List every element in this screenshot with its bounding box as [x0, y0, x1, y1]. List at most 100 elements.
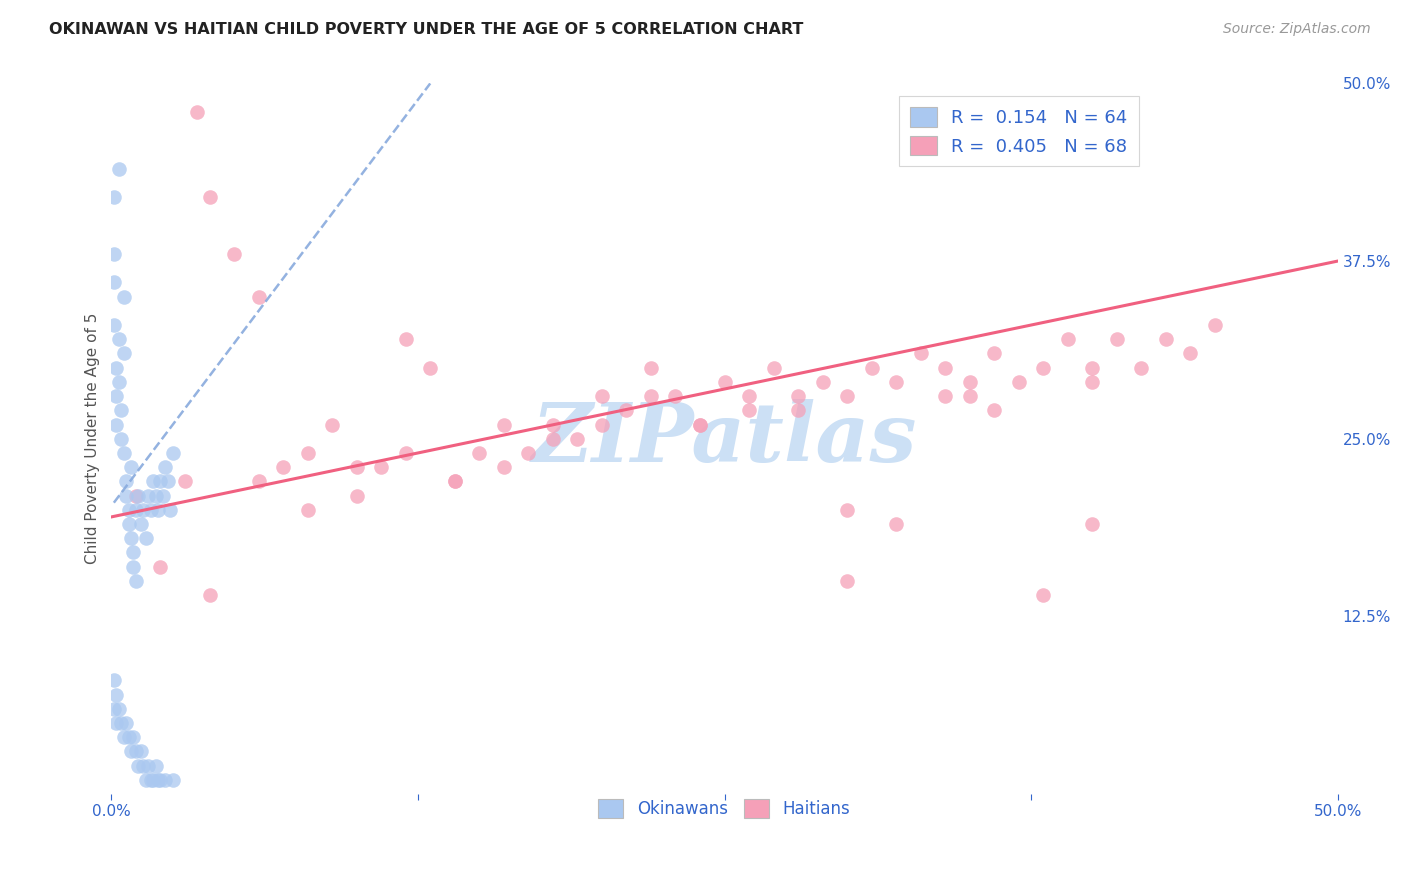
Point: [419, 360, 441, 375]
Point: [297, 503, 319, 517]
Point: [1008, 375, 1031, 389]
Point: [1130, 360, 1153, 375]
Point: [125, 503, 148, 517]
Point: [689, 417, 711, 432]
Point: [884, 375, 907, 389]
Point: [664, 389, 686, 403]
Point: [222, 247, 245, 261]
Point: [136, 489, 159, 503]
Point: [132, 758, 155, 772]
Point: [125, 489, 148, 503]
Point: [162, 446, 184, 460]
Point: [139, 772, 162, 787]
Point: [468, 446, 491, 460]
Point: [492, 460, 515, 475]
Point: [370, 460, 392, 475]
Point: [103, 190, 125, 204]
Point: [689, 417, 711, 432]
Point: [103, 702, 125, 716]
Point: [591, 417, 613, 432]
Point: [1032, 360, 1054, 375]
Point: [517, 446, 540, 460]
Point: [811, 375, 834, 389]
Point: [640, 360, 662, 375]
Point: [135, 531, 157, 545]
Point: [155, 772, 177, 787]
Point: [1105, 332, 1128, 346]
Point: [247, 290, 270, 304]
Point: [107, 332, 129, 346]
Point: [156, 475, 179, 489]
Point: [837, 389, 859, 403]
Point: [159, 503, 181, 517]
Point: [1081, 516, 1104, 531]
Point: [959, 375, 981, 389]
Point: [297, 446, 319, 460]
Point: [787, 403, 810, 417]
Point: [346, 489, 368, 503]
Point: [738, 403, 761, 417]
Point: [127, 489, 149, 503]
Point: [174, 475, 197, 489]
Point: [149, 559, 172, 574]
Point: [983, 346, 1005, 360]
Point: [443, 475, 465, 489]
Point: [146, 503, 169, 517]
Point: [837, 503, 859, 517]
Y-axis label: Child Poverty Under the Age of 5: Child Poverty Under the Age of 5: [86, 313, 100, 565]
Point: [152, 489, 174, 503]
Point: [713, 375, 735, 389]
Point: [129, 516, 152, 531]
Point: [762, 360, 785, 375]
Point: [162, 772, 184, 787]
Point: [567, 432, 589, 446]
Point: [105, 389, 128, 403]
Point: [787, 389, 810, 403]
Point: [198, 588, 221, 602]
Point: [1154, 332, 1177, 346]
Point: [125, 574, 148, 588]
Point: [395, 446, 418, 460]
Point: [492, 417, 515, 432]
Point: [110, 716, 132, 731]
Point: [1081, 375, 1104, 389]
Point: [112, 346, 135, 360]
Point: [146, 772, 169, 787]
Point: [117, 730, 139, 744]
Point: [884, 516, 907, 531]
Point: [125, 744, 148, 758]
Point: [247, 475, 270, 489]
Point: [738, 389, 761, 403]
Point: [983, 403, 1005, 417]
Text: OKINAWAN VS HAITIAN CHILD POVERTY UNDER THE AGE OF 5 CORRELATION CHART: OKINAWAN VS HAITIAN CHILD POVERTY UNDER …: [49, 22, 804, 37]
Point: [105, 688, 128, 702]
Point: [105, 417, 128, 432]
Point: [149, 475, 172, 489]
Point: [115, 716, 138, 731]
Point: [591, 389, 613, 403]
Point: [107, 702, 129, 716]
Point: [110, 403, 132, 417]
Point: [107, 161, 129, 176]
Point: [129, 744, 152, 758]
Point: [149, 772, 172, 787]
Point: [110, 432, 132, 446]
Point: [115, 475, 138, 489]
Point: [142, 475, 165, 489]
Point: [142, 772, 165, 787]
Point: [120, 531, 142, 545]
Point: [541, 417, 564, 432]
Point: [103, 318, 125, 332]
Point: [959, 389, 981, 403]
Point: [112, 730, 135, 744]
Point: [395, 332, 418, 346]
Point: [117, 516, 139, 531]
Point: [910, 346, 932, 360]
Point: [103, 247, 125, 261]
Point: [120, 744, 142, 758]
Point: [934, 360, 956, 375]
Point: [1180, 346, 1202, 360]
Point: [934, 389, 956, 403]
Point: [837, 574, 859, 588]
Text: ZIPatlas: ZIPatlas: [531, 399, 917, 479]
